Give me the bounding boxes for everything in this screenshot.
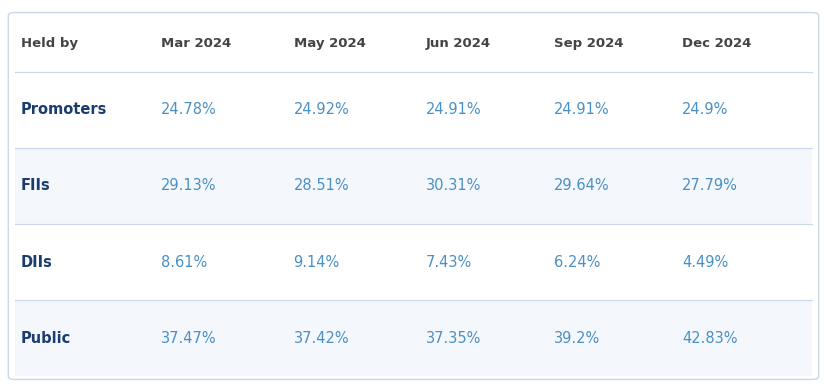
Text: 39.2%: 39.2% (554, 331, 600, 346)
Text: 37.35%: 37.35% (426, 331, 481, 346)
Text: 7.43%: 7.43% (426, 254, 472, 270)
Text: 8.61%: 8.61% (161, 254, 208, 270)
Text: 24.91%: 24.91% (426, 102, 481, 117)
Text: Public: Public (21, 331, 71, 346)
Text: 24.91%: 24.91% (554, 102, 609, 117)
Text: 29.64%: 29.64% (554, 178, 609, 193)
Text: 30.31%: 30.31% (426, 178, 481, 193)
Text: FIIs: FIIs (21, 178, 50, 193)
Bar (15, 300, 812, 376)
Text: 6.24%: 6.24% (554, 254, 600, 270)
Text: 37.42%: 37.42% (294, 331, 349, 346)
Bar (15, 224, 812, 300)
Bar (15, 72, 812, 148)
Bar (15, 148, 812, 224)
Text: 24.92%: 24.92% (294, 102, 349, 117)
Text: 28.51%: 28.51% (294, 178, 349, 193)
Text: Mar 2024: Mar 2024 (161, 37, 232, 50)
FancyBboxPatch shape (8, 13, 819, 379)
Text: 42.83%: 42.83% (682, 331, 738, 346)
Text: May 2024: May 2024 (294, 37, 366, 50)
Bar (15, 16, 812, 72)
Text: 9.14%: 9.14% (294, 254, 340, 270)
Text: 37.47%: 37.47% (161, 331, 217, 346)
Text: 4.49%: 4.49% (682, 254, 729, 270)
Text: DIIs: DIIs (21, 254, 53, 270)
Text: Held by: Held by (21, 37, 78, 50)
Text: Promoters: Promoters (21, 102, 107, 117)
Text: 29.13%: 29.13% (161, 178, 217, 193)
Text: Dec 2024: Dec 2024 (682, 37, 752, 50)
Text: Jun 2024: Jun 2024 (426, 37, 491, 50)
Text: 24.9%: 24.9% (682, 102, 729, 117)
Text: 27.79%: 27.79% (682, 178, 739, 193)
Text: 24.78%: 24.78% (161, 102, 217, 117)
Text: Sep 2024: Sep 2024 (554, 37, 624, 50)
